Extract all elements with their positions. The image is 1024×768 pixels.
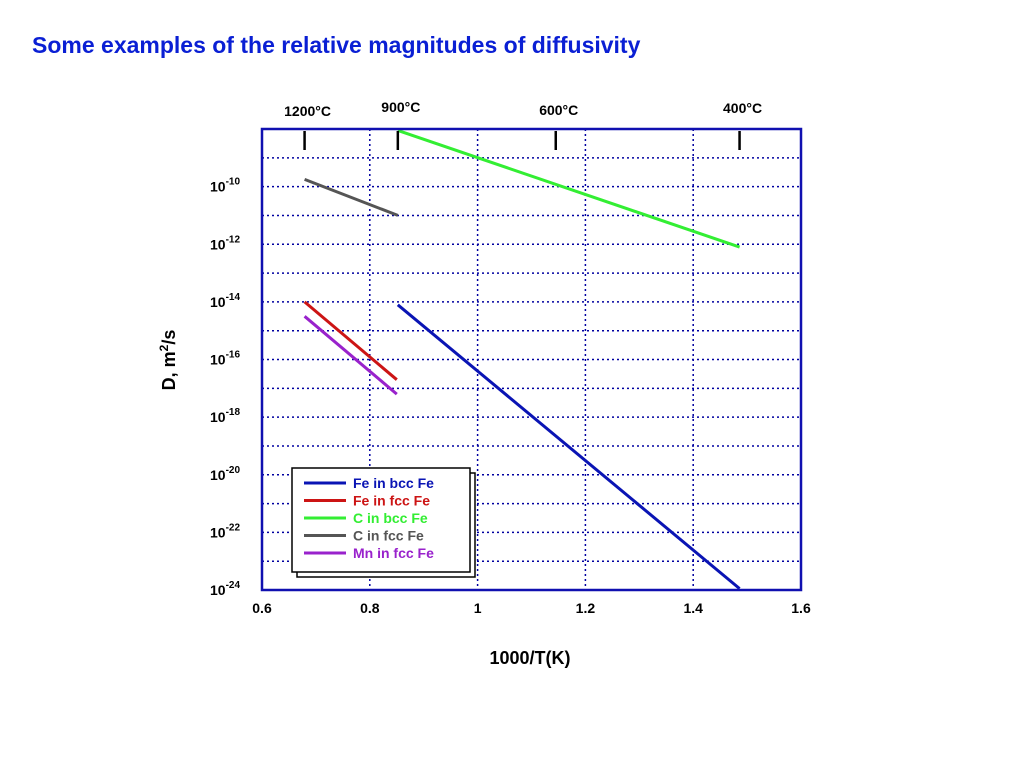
legend-items: Fe in bcc Fe Fe in fcc FeC in bcc Fe C in … [304, 475, 434, 561]
y-tick-labels: 10-10 10-12 10-14 10-16 10-18 10-20 10-22 10-24 [210, 177, 240, 598]
y-tick-label: 10-12 [210, 234, 240, 252]
x-tick-label: 0.6 [252, 600, 272, 616]
x-tick-label: 1.6 [791, 600, 811, 616]
x-tick-label: 1 [474, 600, 482, 616]
y-tick-label: 10-14 [210, 292, 240, 310]
series-lines [303, 128, 741, 590]
y-axis-title-base: D, m [159, 351, 179, 390]
series-line [397, 128, 741, 249]
y-axis-title-tail: /s [159, 330, 179, 345]
slide-title: Some examples of the relative magnitudes… [32, 32, 641, 58]
legend: Fe in bcc Fe Fe in fcc FeC in bcc Fe C in … [291, 467, 476, 578]
y-tick-label: 10-10 [210, 177, 240, 195]
temperature-label: 600°C [539, 102, 578, 118]
y-tick-label: 10-24 [210, 580, 240, 598]
x-tick-label: 0.8 [360, 600, 380, 616]
x-tick-labels: 0.6 0.8 1 1.2 1.4 1.6 [252, 600, 811, 616]
y-tick-label: 10-18 [210, 407, 240, 425]
legend-label: C in bcc Fe [353, 510, 428, 526]
y-tick-label: 10-22 [210, 522, 240, 540]
y-tick-label: 10-16 [210, 350, 240, 368]
series-line [304, 178, 399, 217]
x-axis-title: 1000/T(K) [489, 648, 570, 668]
legend-label: Fe in bcc Fe [353, 475, 434, 491]
legend-label: Fe in fcc Fe [353, 493, 430, 509]
legend-label: C in fcc Fe [353, 528, 424, 544]
series-line [303, 315, 398, 396]
temperature-label: 900°C [381, 99, 420, 115]
plot-frame [260, 127, 803, 592]
y-axis-title: D, m2/s [157, 330, 179, 391]
y-axis-title-sup: 2 [157, 344, 171, 351]
legend-box [291, 467, 471, 573]
series-line [396, 303, 741, 590]
temperature-label: 1200°C [284, 103, 331, 119]
series-line [303, 300, 398, 381]
top-temperature-axis: 1200°C 900°C 600°C 400°C [284, 99, 762, 150]
legend-label: Mn in fcc Fe [353, 545, 434, 561]
x-tick-label: 1.4 [683, 600, 703, 616]
temperature-label: 400°C [723, 100, 762, 116]
x-tick-label: 1.2 [576, 600, 596, 616]
y-tick-label: 10-20 [210, 465, 240, 483]
